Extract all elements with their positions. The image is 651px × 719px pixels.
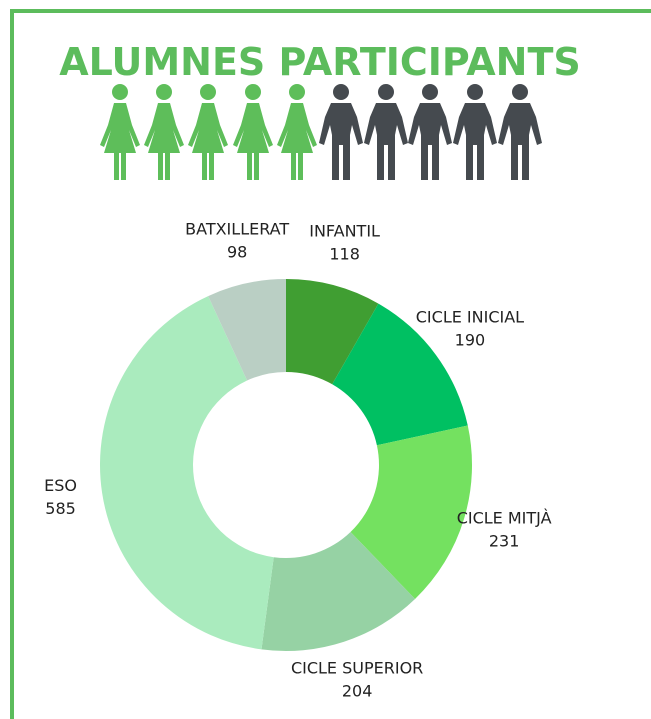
slice-value: 98 xyxy=(227,242,247,261)
slice-value: 118 xyxy=(329,245,360,264)
slice-value: 585 xyxy=(45,499,76,518)
slice-label: BATXILLERAT xyxy=(185,219,289,238)
slice-value: 204 xyxy=(342,682,373,701)
slice-label: CICLE INICIAL xyxy=(416,307,524,326)
donut-slice xyxy=(332,303,468,446)
male-icons xyxy=(319,84,542,180)
donut-slice xyxy=(350,425,473,599)
slice-label: CICLE MITJÀ xyxy=(457,508,552,527)
slice-value: 190 xyxy=(455,330,486,349)
donut-slice xyxy=(286,279,379,385)
female-icons xyxy=(100,84,317,180)
slice-label: CICLE SUPERIOR xyxy=(291,659,423,678)
donut-slice xyxy=(208,279,286,381)
donut-slice xyxy=(261,531,416,651)
slice-value: 231 xyxy=(489,531,520,550)
slice-label: INFANTIL xyxy=(309,222,380,241)
donut-slice xyxy=(99,296,274,650)
title: ALUMNES PARTICIPANTS xyxy=(59,40,581,84)
slice-label: ESO xyxy=(44,476,77,495)
